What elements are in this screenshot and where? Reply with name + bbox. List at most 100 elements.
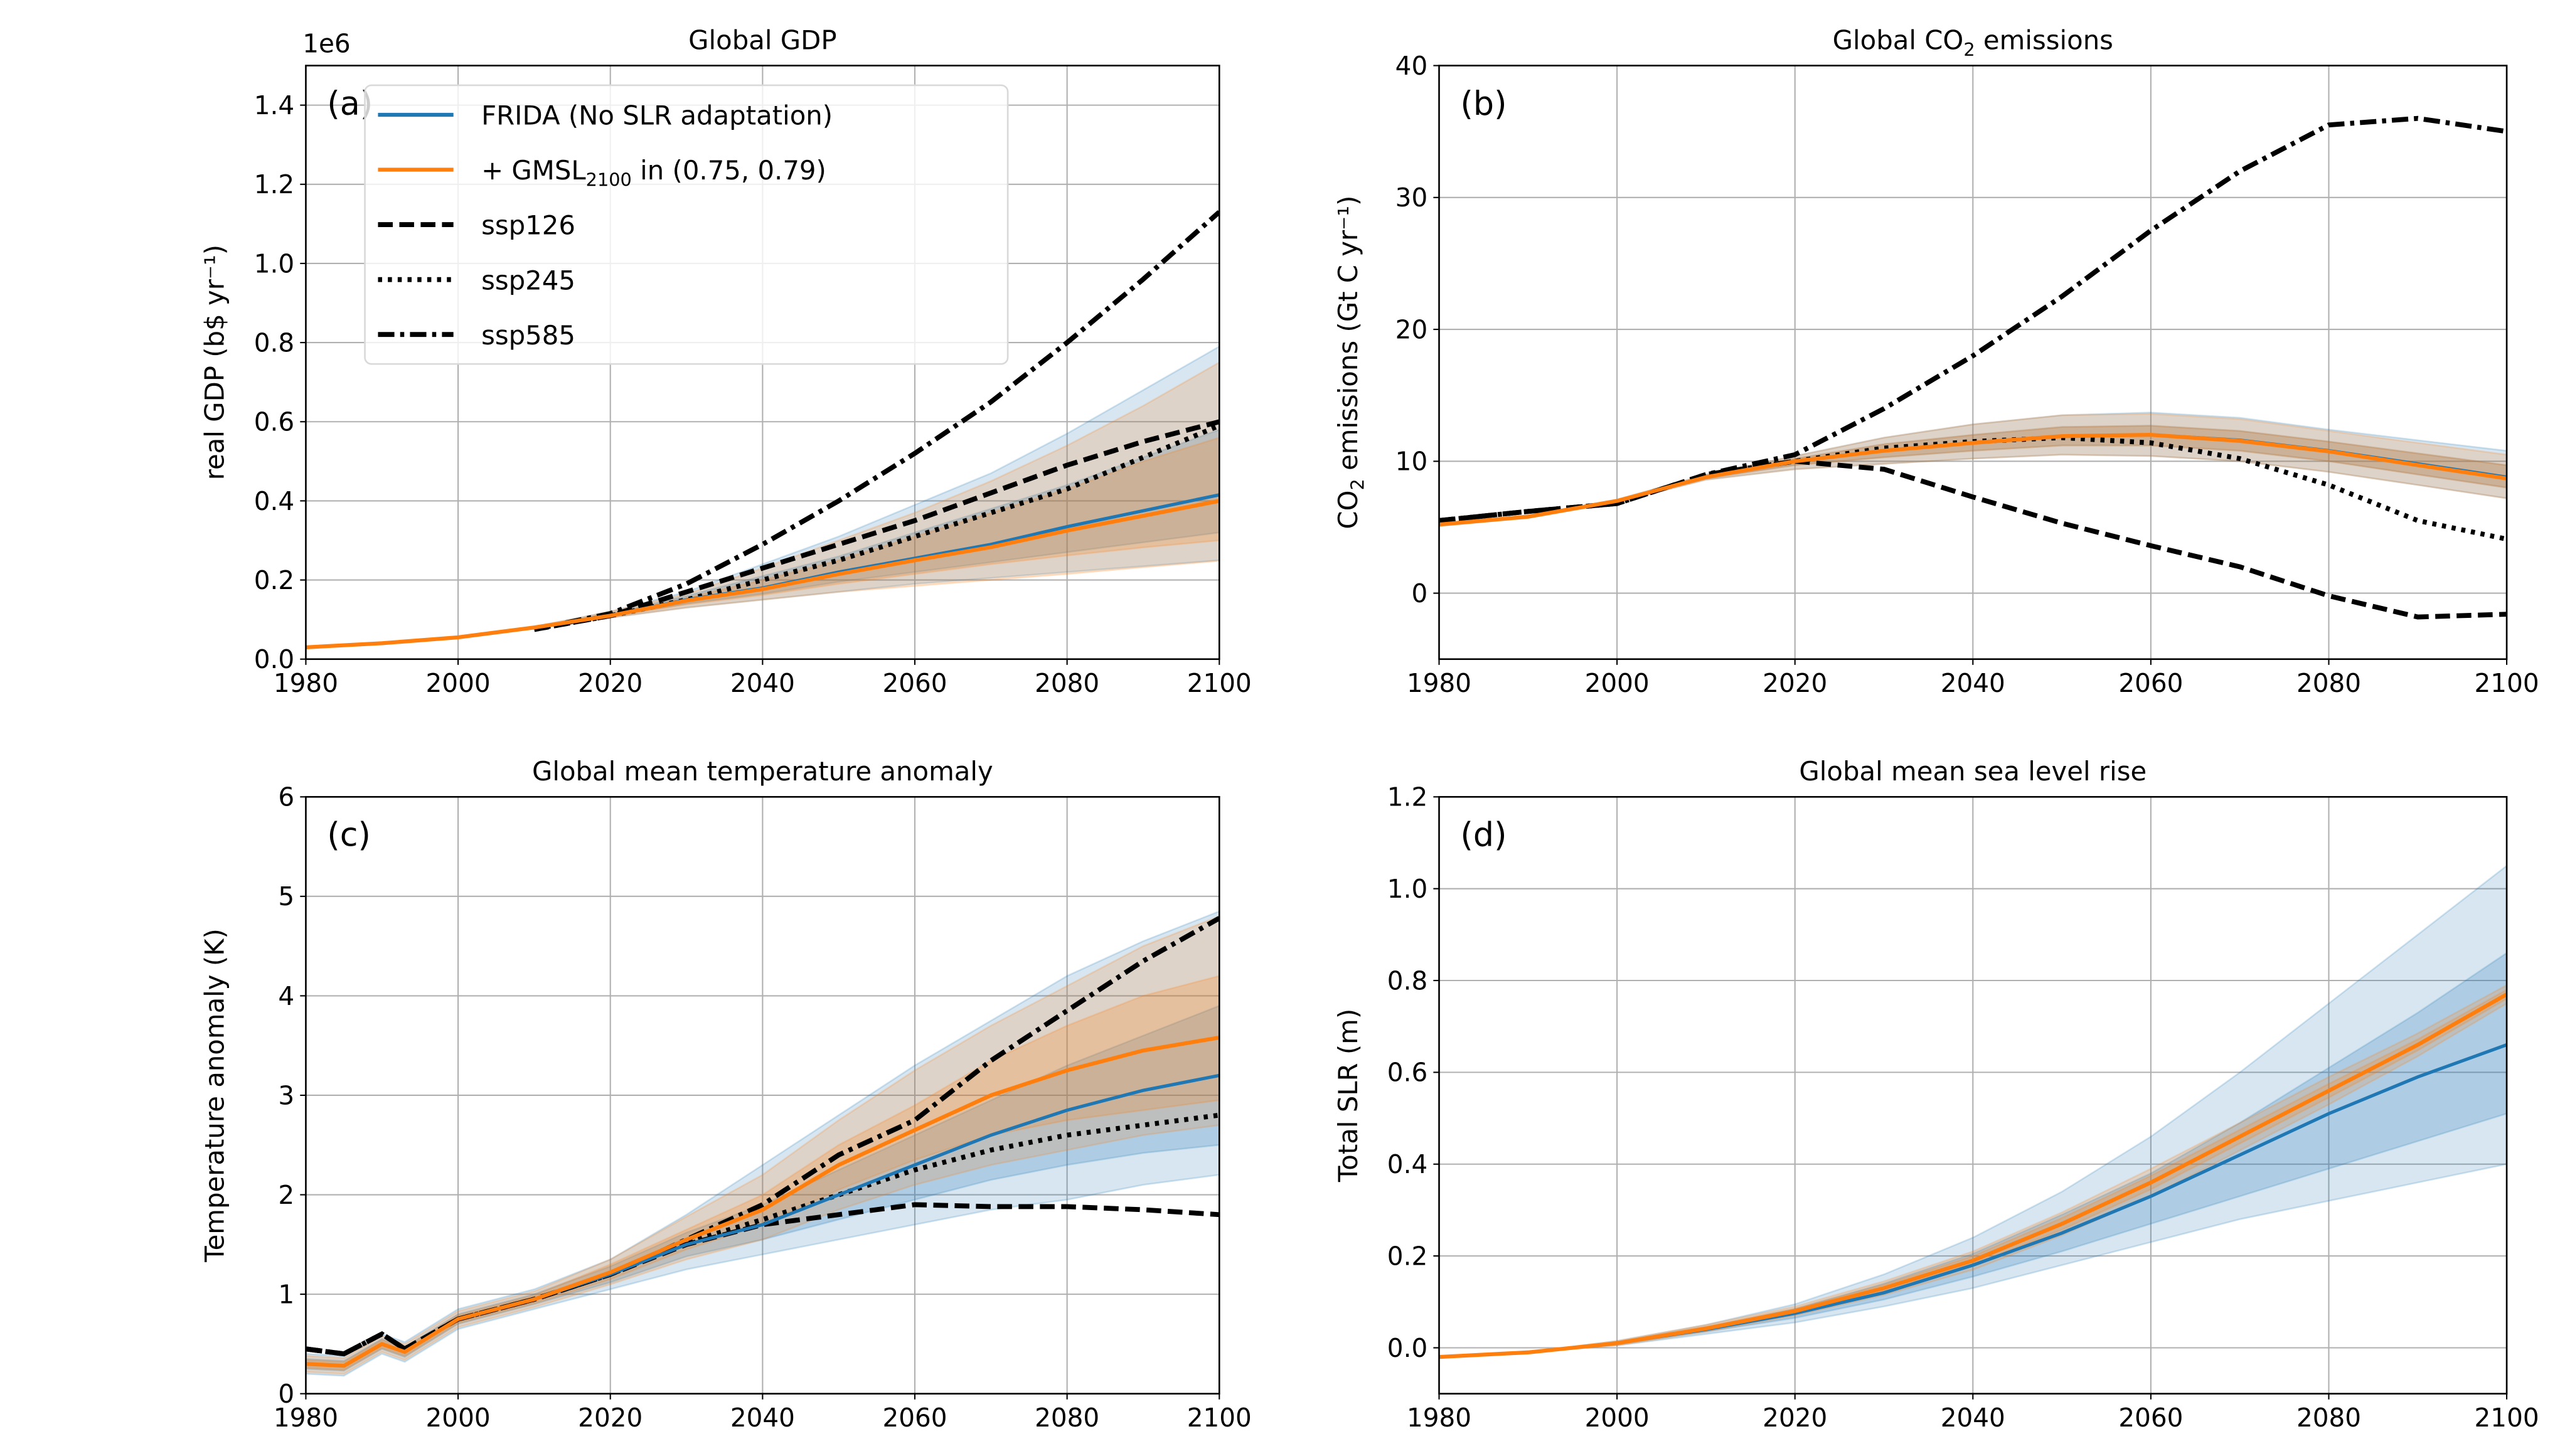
y-tick-label: 0.0	[254, 644, 294, 674]
x-tick-label: 2000	[426, 1403, 491, 1433]
legend: FRIDA (No SLR adaptation) + GMSL2100 in …	[364, 84, 1009, 365]
axes-frame	[305, 65, 1220, 661]
y-tick-label: 0.4	[254, 486, 294, 516]
x-tick-label: 2100	[1187, 668, 1252, 698]
series-line-gmsl	[1439, 992, 2507, 1359]
x-tick-label: 2040	[730, 1403, 795, 1433]
series-line-ssp585	[533, 210, 1220, 632]
uncertainty-band-gmsl	[1439, 984, 2507, 1358]
y-tick-label: 2	[278, 1180, 294, 1210]
y-tick-label: 1	[278, 1279, 294, 1309]
y-tick-label: 0	[1411, 578, 1427, 608]
x-tick-label: 2000	[1585, 668, 1650, 698]
uncertainty-band-frida	[306, 1004, 1220, 1372]
panel-b: 1980 2000 2020 2040 2060 2080 2100 0 10 20 30 40 (b)…	[1333, 24, 2539, 698]
series-line-gmsl	[306, 1035, 1220, 1368]
y-tick-label: 0.6	[254, 407, 294, 437]
plot-area	[1439, 864, 2507, 1359]
x-tick-label: 2020	[1763, 1403, 1827, 1433]
ylabel-part: CO	[1333, 490, 1363, 529]
series-line-gmsl	[1439, 433, 2507, 527]
series-line-ssp585	[1439, 115, 2507, 523]
x-tick-label: 2060	[2118, 668, 2183, 698]
y-axis-label: CO2 emissions (Gt C yr⁻¹)	[1333, 196, 1368, 529]
x-tick-label: 2100	[1187, 1403, 1252, 1433]
x-tick-label: 2060	[2118, 1403, 2183, 1433]
legend-label-part: in (0.75, 0.79)	[632, 155, 826, 186]
panel-label: (c)	[327, 816, 371, 854]
y-tick-label: 0.8	[254, 327, 294, 358]
panel-label: (d)	[1461, 816, 1507, 854]
uncertainty-band-gmsl	[306, 361, 1220, 649]
plot-area	[1439, 115, 2507, 620]
legend-label: + GMSL2100 in (0.75, 0.79)	[481, 155, 826, 190]
x-tick-label: 1980	[1407, 668, 1471, 698]
uncertainty-band-frida	[1439, 425, 2507, 526]
y-tick-label: 0.0	[1387, 1333, 1427, 1363]
y-tick-label: 20	[1395, 314, 1428, 344]
plot-area	[306, 910, 1220, 1377]
uncertainty-band-frida	[306, 910, 1220, 1377]
x-tick-label: 2100	[2475, 1403, 2539, 1433]
x-tick-label: 2020	[1763, 668, 1827, 698]
legend-label-part: + GMSL	[481, 155, 586, 186]
legend-item: ssp585	[378, 320, 575, 351]
x-tick-label: 2080	[2296, 1403, 2361, 1433]
legend-label: ssp585	[481, 320, 575, 351]
chart-title: Global CO2 emissions	[1833, 24, 2113, 60]
x-tick-label: 2000	[426, 668, 491, 698]
legend-item: ssp245	[378, 265, 575, 295]
panel-label: (b)	[1461, 85, 1507, 123]
panel-d: 1980 2000 2020 2040 2060 2080 2100 0.0 0.2 0.4 0.6…	[1333, 756, 2539, 1433]
series-line-gmsl	[306, 499, 1220, 650]
y-tick-label: 10	[1395, 447, 1428, 477]
x-tick-label: 2020	[578, 668, 643, 698]
axes-frame	[305, 795, 1220, 1395]
x-tick-label: 2000	[1585, 1403, 1650, 1433]
y-tick-label: 0	[278, 1379, 294, 1409]
legend-label: ssp126	[481, 210, 575, 241]
panel-c: 1980 2000 2020 2040 2060 2080 2100 0 1 2 3 4 5 6 (c) Gl…	[200, 756, 1252, 1433]
x-tick-label: 2040	[730, 668, 795, 698]
y-tick-label: 30	[1395, 183, 1428, 213]
uncertainty-band-gmsl	[306, 915, 1220, 1375]
title-part: Global CO	[1833, 24, 1964, 55]
chart-title: Global mean temperature anomaly	[532, 756, 993, 787]
series-line-ssp245	[533, 423, 1220, 632]
y-axis-label: real GDP (b$ yr⁻¹)	[200, 245, 230, 480]
y-tick-label: 3	[278, 1080, 294, 1110]
y-tick-label: 6	[278, 782, 294, 812]
x-tick-label: 2060	[882, 668, 947, 698]
legend-box	[364, 84, 1009, 365]
uncertainty-band-frida	[306, 345, 1220, 649]
y-tick-label: 1.0	[1387, 874, 1427, 904]
y-tick-label: 0.2	[254, 565, 294, 595]
y-axis-label: Temperature anomaly (K)	[200, 928, 230, 1263]
ylabel-subscript: 2	[1347, 479, 1368, 490]
uncertainty-band-gmsl	[1439, 425, 2507, 526]
x-tick-label: 2040	[1941, 1403, 2005, 1433]
plot-area	[306, 210, 1220, 650]
legend-label: FRIDA (No SLR adaptation)	[481, 100, 833, 131]
y-tick-label: 0.4	[1387, 1149, 1427, 1179]
y-axis-label: Total SLR (m)	[1333, 1009, 1363, 1182]
x-tick-label: 2100	[2475, 668, 2539, 698]
legend-label-subscript: 2100	[586, 169, 632, 191]
ylabel-part: emissions (Gt C yr⁻¹)	[1333, 196, 1363, 479]
x-tick-label: 2040	[1941, 668, 2005, 698]
x-tick-label: 2060	[882, 1403, 947, 1433]
legend-label: ssp245	[481, 265, 575, 295]
x-tick-label: 1980	[274, 668, 338, 698]
uncertainty-band-frida	[1439, 952, 2507, 1358]
legend-item: FRIDA (No SLR adaptation)	[378, 100, 833, 131]
y-tick-label: 1.2	[254, 169, 294, 199]
title-subscript: 2	[1963, 39, 1975, 60]
x-tick-label: 2080	[1035, 668, 1099, 698]
title-part: emissions	[1975, 24, 2113, 55]
chart-title: Global GDP	[688, 24, 836, 55]
axes-frame	[1438, 795, 2508, 1395]
y-tick-label: 0.8	[1387, 965, 1427, 996]
y-tick-label: 40	[1395, 51, 1428, 81]
axes-frame	[1438, 65, 2508, 661]
